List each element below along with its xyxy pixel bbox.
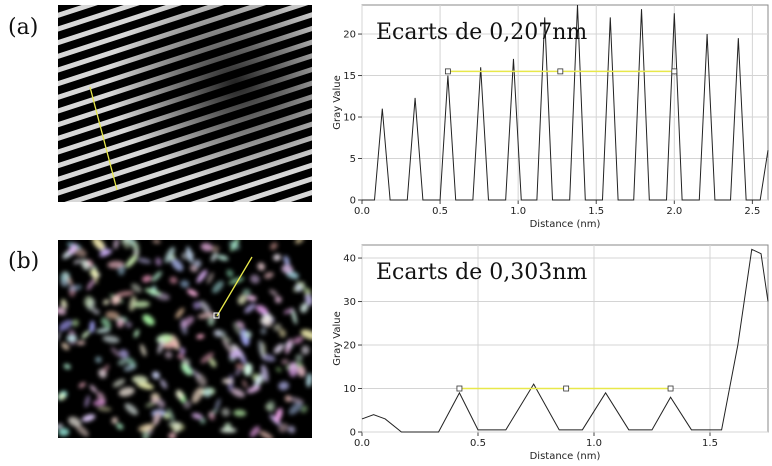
y-tick-label: 20	[343, 341, 356, 352]
y-tick-label: 10	[343, 384, 356, 395]
x-tick-label: 2.0	[666, 206, 682, 217]
x-tick-label: 1.0	[510, 206, 526, 217]
y-tick-label: 40	[343, 254, 356, 265]
y-tick-label: 10	[343, 113, 356, 124]
data-line	[362, 4, 769, 201]
x-tick-label: 1.5	[588, 206, 604, 217]
x-tick-label: 0.0	[354, 438, 370, 449]
x-tick-label: 1.5	[702, 438, 718, 449]
measure-handle	[557, 68, 564, 75]
x-axis-label: Distance (nm)	[530, 219, 601, 230]
x-tick-label: 0.5	[432, 206, 448, 217]
y-tick-label: 0	[350, 196, 356, 207]
panel-label: (b)	[8, 249, 39, 274]
y-tick-label: 0	[350, 428, 356, 439]
annotation: Ecarts de 0,207nm	[376, 20, 587, 45]
annotation: Ecarts de 0,303nm	[376, 260, 587, 285]
x-tick-label: 0.5	[470, 438, 486, 449]
y-tick-label: 20	[343, 30, 356, 41]
measure-handle	[671, 68, 678, 75]
measure-handle	[456, 385, 463, 392]
plot-area	[361, 244, 769, 433]
y-axis-label: Gray Value	[332, 311, 343, 366]
x-axis-label: Distance (nm)	[530, 451, 601, 462]
micrograph-b	[58, 240, 312, 438]
micrograph-a	[58, 5, 312, 202]
data-line	[361, 248, 769, 433]
y-tick-label: 15	[343, 71, 356, 82]
panel-label: (a)	[8, 15, 38, 40]
x-tick-label: 0.0	[354, 206, 370, 217]
y-tick-label: 5	[350, 154, 356, 165]
y-axis-label: Gray Value	[332, 75, 343, 130]
measure-handle	[667, 385, 674, 392]
x-tick-label: 2.5	[744, 206, 760, 217]
x-tick-label: 1.0	[586, 438, 602, 449]
measure-handle	[444, 68, 451, 75]
y-tick-label: 30	[343, 297, 356, 308]
measure-handle	[563, 385, 570, 392]
